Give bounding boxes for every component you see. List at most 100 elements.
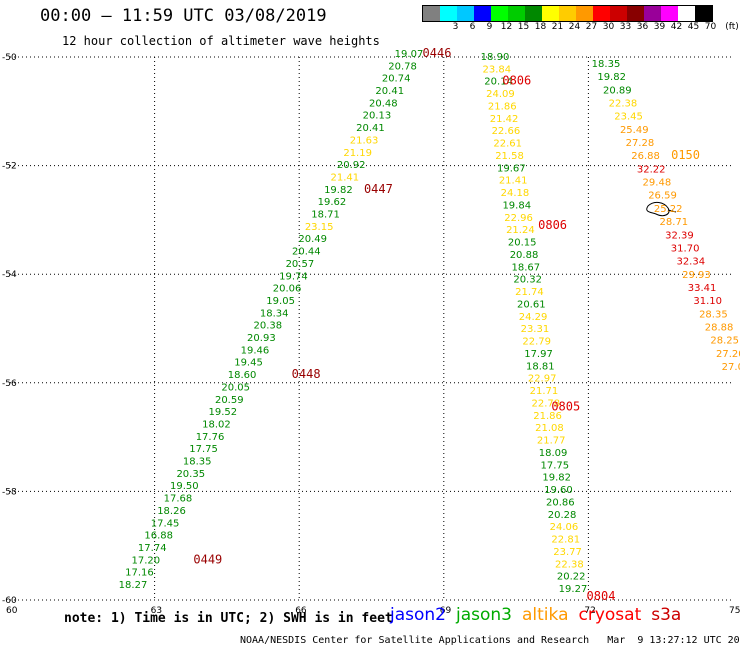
color-scale-label: 21 xyxy=(551,22,564,32)
wave-height-label: 20.38 xyxy=(253,321,282,332)
pass-time-label: 0448 xyxy=(292,367,321,381)
wave-height-label: 21.58 xyxy=(495,151,524,162)
wave-height-label: 18.35 xyxy=(183,457,212,468)
wave-height-label: 19.27 xyxy=(559,584,588,595)
wave-height-label: 24.09 xyxy=(486,89,515,100)
wave-height-label: 20.06 xyxy=(273,284,302,295)
wave-height-label: 22.66 xyxy=(492,126,521,137)
lon-tick-label: 66 xyxy=(295,606,307,616)
lat-tick-label: -54 xyxy=(2,270,17,280)
color-scale-label: 70 xyxy=(704,22,717,32)
wave-height-label: 21.86 xyxy=(533,411,562,422)
wave-height-label: 20.05 xyxy=(221,382,250,393)
wave-height-label: 22.38 xyxy=(609,99,638,110)
wave-height-label: 16.88 xyxy=(144,531,173,542)
wave-height-label: 19.46 xyxy=(241,345,270,356)
wave-height-label: 20.14 xyxy=(484,77,513,88)
wave-height-label: 20.59 xyxy=(215,395,244,406)
color-swatch xyxy=(542,6,559,21)
satellite-track: 18.35 19.82 20.89 22.38 23.45 25.49 27.28 26.88… xyxy=(592,59,740,373)
wave-height-label: 22.81 xyxy=(551,535,580,546)
wave-height-label: 22.38 xyxy=(555,559,584,570)
lat-tick-label: -52 xyxy=(2,162,17,172)
wave-height-label: 21.08 xyxy=(535,423,564,434)
wave-height-label: 28.88 xyxy=(705,322,734,333)
color-swatch xyxy=(593,6,610,21)
wave-height-label: 20.89 xyxy=(603,85,632,96)
wave-height-label: 17.68 xyxy=(164,494,193,505)
wave-height-label: 21.74 xyxy=(515,287,544,298)
wave-height-label: 20.48 xyxy=(369,98,398,109)
wave-height-label: 22.96 xyxy=(504,213,533,224)
wave-height-label: 25.49 xyxy=(620,125,649,136)
wave-height-label: 28.35 xyxy=(699,309,728,320)
wave-height-label: 17.75 xyxy=(189,444,218,455)
color-scale-label: 3 xyxy=(452,22,459,32)
wave-height-label: 32.34 xyxy=(676,257,705,268)
wave-height-label: 20.22 xyxy=(557,572,586,583)
wave-height-label: 19.05 xyxy=(266,296,295,307)
wave-height-label: 20.32 xyxy=(513,275,542,286)
wave-height-label: 18.60 xyxy=(228,370,257,381)
wave-height-label: 19.67 xyxy=(497,163,526,174)
color-swatch xyxy=(474,6,491,21)
wave-height-label: 20.44 xyxy=(292,247,321,258)
lat-tick-label: -60 xyxy=(2,596,17,606)
wave-height-label: 22.78 xyxy=(531,398,560,409)
wave-height-label: 21.77 xyxy=(537,436,566,447)
wave-height-label: 29.48 xyxy=(643,178,672,189)
color-swatch xyxy=(678,6,695,21)
color-scale-label: 36 xyxy=(636,22,649,32)
wave-height-label: 19.07 xyxy=(395,49,424,60)
pass-time-label: 0150 xyxy=(671,148,700,162)
wave-height-label: 20.57 xyxy=(286,259,315,270)
wave-height-label: 19.60 xyxy=(544,485,573,496)
color-swatch xyxy=(423,6,440,21)
wave-height-label: 18.67 xyxy=(512,262,541,273)
color-swatch xyxy=(661,6,678,21)
satellite-track: 19.0720.7820.7420.4120.4820.1320.4121.63… xyxy=(119,46,452,591)
wave-height-label: 20.61 xyxy=(517,299,546,310)
wave-height-label: 20.49 xyxy=(298,234,327,245)
wave-height-label: 17.74 xyxy=(138,543,167,554)
wave-height-label: 24.06 xyxy=(550,522,579,533)
color-scale-label: 39 xyxy=(653,22,666,32)
wave-height-label: 17.45 xyxy=(151,518,180,529)
wave-height-label: 20.88 xyxy=(510,250,539,261)
wave-height-label: 17.75 xyxy=(541,460,570,471)
wave-height-label: 21.19 xyxy=(343,148,372,159)
wave-height-label: 26.59 xyxy=(648,191,677,202)
pass-time-label: 0449 xyxy=(193,552,222,566)
wave-height-label: 32.22 xyxy=(637,164,666,175)
color-swatch xyxy=(440,6,457,21)
wave-height-label: 31.70 xyxy=(671,243,700,254)
wave-height-label: 27.28 xyxy=(626,138,655,149)
legend-item-s3a: s3a xyxy=(651,605,682,625)
wave-height-label: 21.71 xyxy=(530,386,559,397)
color-swatch xyxy=(576,6,593,21)
wave-height-label: 18.90 xyxy=(481,52,510,63)
wave-height-label: 18.34 xyxy=(260,308,289,319)
color-scale-label: 15 xyxy=(517,22,530,32)
color-scale-bar xyxy=(422,5,713,22)
wave-height-label: 26.88 xyxy=(631,151,660,162)
wave-height-label: 24.29 xyxy=(519,312,548,323)
wave-height-label: 21.86 xyxy=(488,101,517,112)
wave-height-label: 18.81 xyxy=(526,361,555,372)
wave-height-label: 33.41 xyxy=(688,283,717,294)
wave-height-label: 19.82 xyxy=(542,473,571,484)
lon-tick-label: 60 xyxy=(6,606,18,616)
lat-tick-label: -56 xyxy=(2,379,17,389)
wave-height-label: 23.31 xyxy=(521,324,550,335)
wave-height-label: 27.20 xyxy=(716,349,740,360)
color-scale-label: 6 xyxy=(469,22,476,32)
wave-height-label: 23.77 xyxy=(553,547,582,558)
wave-height-label: 31.10 xyxy=(693,296,722,307)
pass-time-label: 0806 xyxy=(502,73,531,87)
wave-height-label: 20.13 xyxy=(363,111,392,122)
pass-time-label: 0806 xyxy=(538,218,567,232)
page-subtitle: 12 hour collection of altimeter wave hei… xyxy=(62,34,380,48)
island-coastline xyxy=(646,201,677,217)
wave-height-label: 18.71 xyxy=(311,210,340,221)
pass-time-label: 0446 xyxy=(423,46,452,60)
